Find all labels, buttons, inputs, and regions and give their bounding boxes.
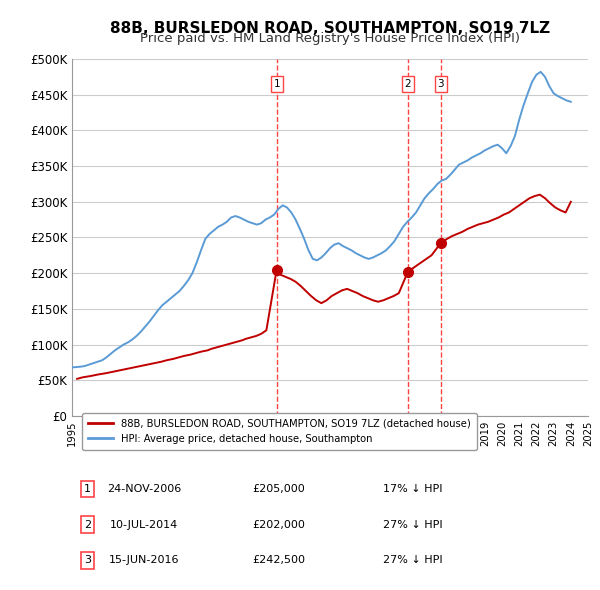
Text: £202,000: £202,000 bbox=[252, 520, 305, 530]
Text: 2: 2 bbox=[404, 79, 411, 89]
Text: 3: 3 bbox=[84, 555, 91, 565]
Legend: 88B, BURSLEDON ROAD, SOUTHAMPTON, SO19 7LZ (detached house), HPI: Average price,: 88B, BURSLEDON ROAD, SOUTHAMPTON, SO19 7… bbox=[82, 413, 477, 450]
Text: 27% ↓ HPI: 27% ↓ HPI bbox=[383, 555, 442, 565]
Text: 88B, BURSLEDON ROAD, SOUTHAMPTON, SO19 7LZ: 88B, BURSLEDON ROAD, SOUTHAMPTON, SO19 7… bbox=[110, 21, 550, 35]
Text: Price paid vs. HM Land Registry's House Price Index (HPI): Price paid vs. HM Land Registry's House … bbox=[140, 32, 520, 45]
Text: 15-JUN-2016: 15-JUN-2016 bbox=[109, 555, 179, 565]
Text: 1: 1 bbox=[274, 79, 280, 89]
Text: £242,500: £242,500 bbox=[252, 555, 305, 565]
Text: 1: 1 bbox=[84, 484, 91, 494]
Text: 3: 3 bbox=[437, 79, 444, 89]
Text: £205,000: £205,000 bbox=[252, 484, 305, 494]
Text: 10-JUL-2014: 10-JUL-2014 bbox=[110, 520, 178, 530]
Text: 24-NOV-2006: 24-NOV-2006 bbox=[107, 484, 181, 494]
Text: 17% ↓ HPI: 17% ↓ HPI bbox=[383, 484, 442, 494]
Text: 27% ↓ HPI: 27% ↓ HPI bbox=[383, 520, 442, 530]
Text: 2: 2 bbox=[84, 520, 91, 530]
